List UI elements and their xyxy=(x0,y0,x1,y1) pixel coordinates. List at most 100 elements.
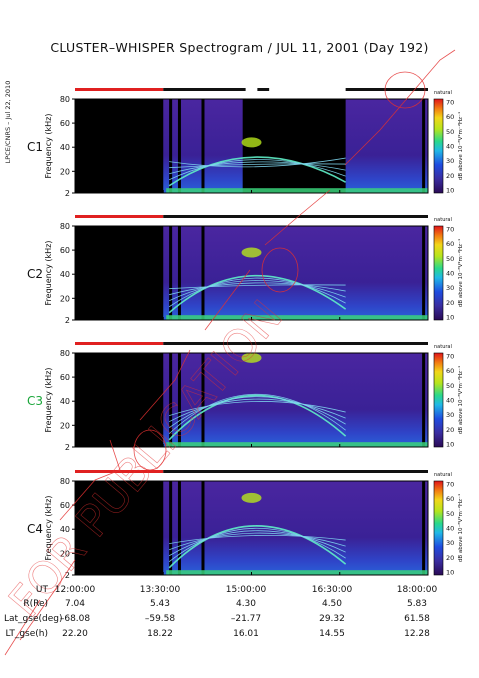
ephemeris-value: 29.32 xyxy=(319,614,345,624)
colorbar-label: dB above 10⁻⁸V²m⁻²Hz⁻¹ xyxy=(457,112,464,180)
data-gap xyxy=(242,99,346,193)
watermark-stroke xyxy=(133,429,167,471)
data-gap-line xyxy=(201,481,205,575)
colorbar-tick-label: 30 xyxy=(446,284,454,292)
y-axis-label: Frequency (kHz) xyxy=(44,114,53,179)
y-tick-label: 60 xyxy=(60,501,70,510)
y-tick-label: 80 xyxy=(60,477,70,486)
y-tick-label: 80 xyxy=(60,349,70,358)
emission-trace xyxy=(168,274,347,314)
data-gap xyxy=(75,481,164,575)
status-bar-red xyxy=(75,88,164,91)
status-bar-red xyxy=(75,470,164,473)
data-gap-line xyxy=(422,481,426,575)
colorbar xyxy=(433,225,444,321)
emission-trace xyxy=(169,401,346,417)
spacecraft-label: C2 xyxy=(27,267,43,281)
y-axis-label: Frequency (kHz) xyxy=(44,241,53,306)
ephemeris-value: 4.30 xyxy=(235,599,257,609)
emission-trace xyxy=(168,394,347,441)
spacecraft-label: C4 xyxy=(27,522,43,536)
emission-trace xyxy=(168,280,346,302)
panel-c4: 80 60 40 20 2 Frequency (kHz)C4 natural 70 60 50 4… xyxy=(27,470,464,580)
emission-trace xyxy=(168,159,346,181)
colorbar-tick-label: 40 xyxy=(446,525,454,533)
y-tick-label: 2 xyxy=(65,571,70,580)
status-bar-black xyxy=(163,88,246,91)
colorbar-label: dB above 10⁻⁸V²m⁻²Hz⁻¹ xyxy=(457,239,464,307)
watermark-stroke xyxy=(384,71,426,109)
emission-trace xyxy=(169,163,346,169)
data-gap xyxy=(75,226,164,320)
data-gap-line xyxy=(169,226,173,320)
colorbar-tick-label: 70 xyxy=(446,99,454,107)
emission-trace xyxy=(169,157,346,168)
colorbar-tag: natural xyxy=(434,344,452,350)
colorbar-tick-label: 20 xyxy=(446,426,454,434)
status-bar-black xyxy=(345,88,428,91)
emission-trace xyxy=(168,393,346,435)
watermark-stroke xyxy=(261,247,299,293)
y-tick-label: 40 xyxy=(60,270,70,279)
emission-peak xyxy=(241,137,262,148)
colorbar-tick-label: 20 xyxy=(446,554,454,562)
ephemeris-value: 16.01 xyxy=(233,629,259,639)
colorbar-tick-label: 40 xyxy=(446,270,454,278)
watermark-stroke xyxy=(4,49,456,656)
emission-trace xyxy=(168,156,347,187)
colorbar-tick-label: 70 xyxy=(446,481,454,489)
ephemeris-value: 61.58 xyxy=(404,614,430,624)
colorbar-tick-label: 30 xyxy=(446,157,454,165)
emission-trace xyxy=(168,530,346,557)
colorbar-tick-label: 60 xyxy=(446,495,454,503)
emission-peak xyxy=(241,492,262,503)
y-tick-label: 40 xyxy=(60,397,70,406)
data-gap xyxy=(75,99,164,193)
data-gap-line xyxy=(169,99,173,193)
colorbar xyxy=(433,480,444,576)
colorbar-tick-label: 50 xyxy=(446,510,454,518)
data-gap-line xyxy=(201,226,205,320)
data-gap-line xyxy=(177,353,181,447)
ephemeris-table: UT R(Re) Lat_gse(deg) LT_gse(h) 12:00:00 7.04… xyxy=(0,580,479,678)
data-gap xyxy=(75,353,164,447)
emission-peak xyxy=(241,247,262,258)
data-gap-line xyxy=(422,99,426,193)
data-gap-line xyxy=(169,353,173,447)
data-gap-line xyxy=(177,481,181,575)
colorbar xyxy=(433,98,444,194)
y-tick-label: 20 xyxy=(60,294,70,303)
ephemeris-value: 14.55 xyxy=(319,629,345,639)
colorbar-tick-label: 10 xyxy=(446,569,454,577)
colorbar-tick-label: 50 xyxy=(446,255,454,263)
emission-trace xyxy=(169,535,346,545)
data-gap-line xyxy=(177,99,181,193)
ephemeris-row-label: LT_gse(h) xyxy=(5,629,48,639)
data-gap-line xyxy=(422,353,426,447)
status-bar-black xyxy=(257,88,270,91)
ephemeris-value: 5.83 xyxy=(406,599,428,609)
y-tick-label: 80 xyxy=(60,95,70,104)
ephemeris-value: 16:30:00 xyxy=(311,585,353,595)
ephemeris-value: 15:00:00 xyxy=(225,585,267,595)
y-axis-label: Frequency (kHz) xyxy=(44,496,53,561)
colorbar-tick-label: 40 xyxy=(446,397,454,405)
colorbar-tag: natural xyxy=(434,90,452,96)
status-bar-red xyxy=(75,342,164,345)
colorbar-tick-label: 20 xyxy=(446,172,454,180)
y-tick-label: 40 xyxy=(60,525,70,534)
colorbar xyxy=(433,352,444,448)
status-bar-black xyxy=(163,342,428,345)
colorbar-tick-label: 70 xyxy=(446,226,454,234)
colorbar-tick-label: 20 xyxy=(446,299,454,307)
emission-peak xyxy=(241,352,262,363)
emission-trace xyxy=(169,284,346,290)
colorbar-label: dB above 10⁻⁸V²m⁻²Hz⁻¹ xyxy=(457,494,464,562)
colorbar-tick-label: 10 xyxy=(446,314,454,322)
status-bar-black xyxy=(163,470,428,473)
colorbar-tick-label: 60 xyxy=(446,240,454,248)
emission-trace xyxy=(169,282,346,296)
ephemeris-value: –68.08 xyxy=(59,614,91,624)
data-gap-line xyxy=(201,353,205,447)
